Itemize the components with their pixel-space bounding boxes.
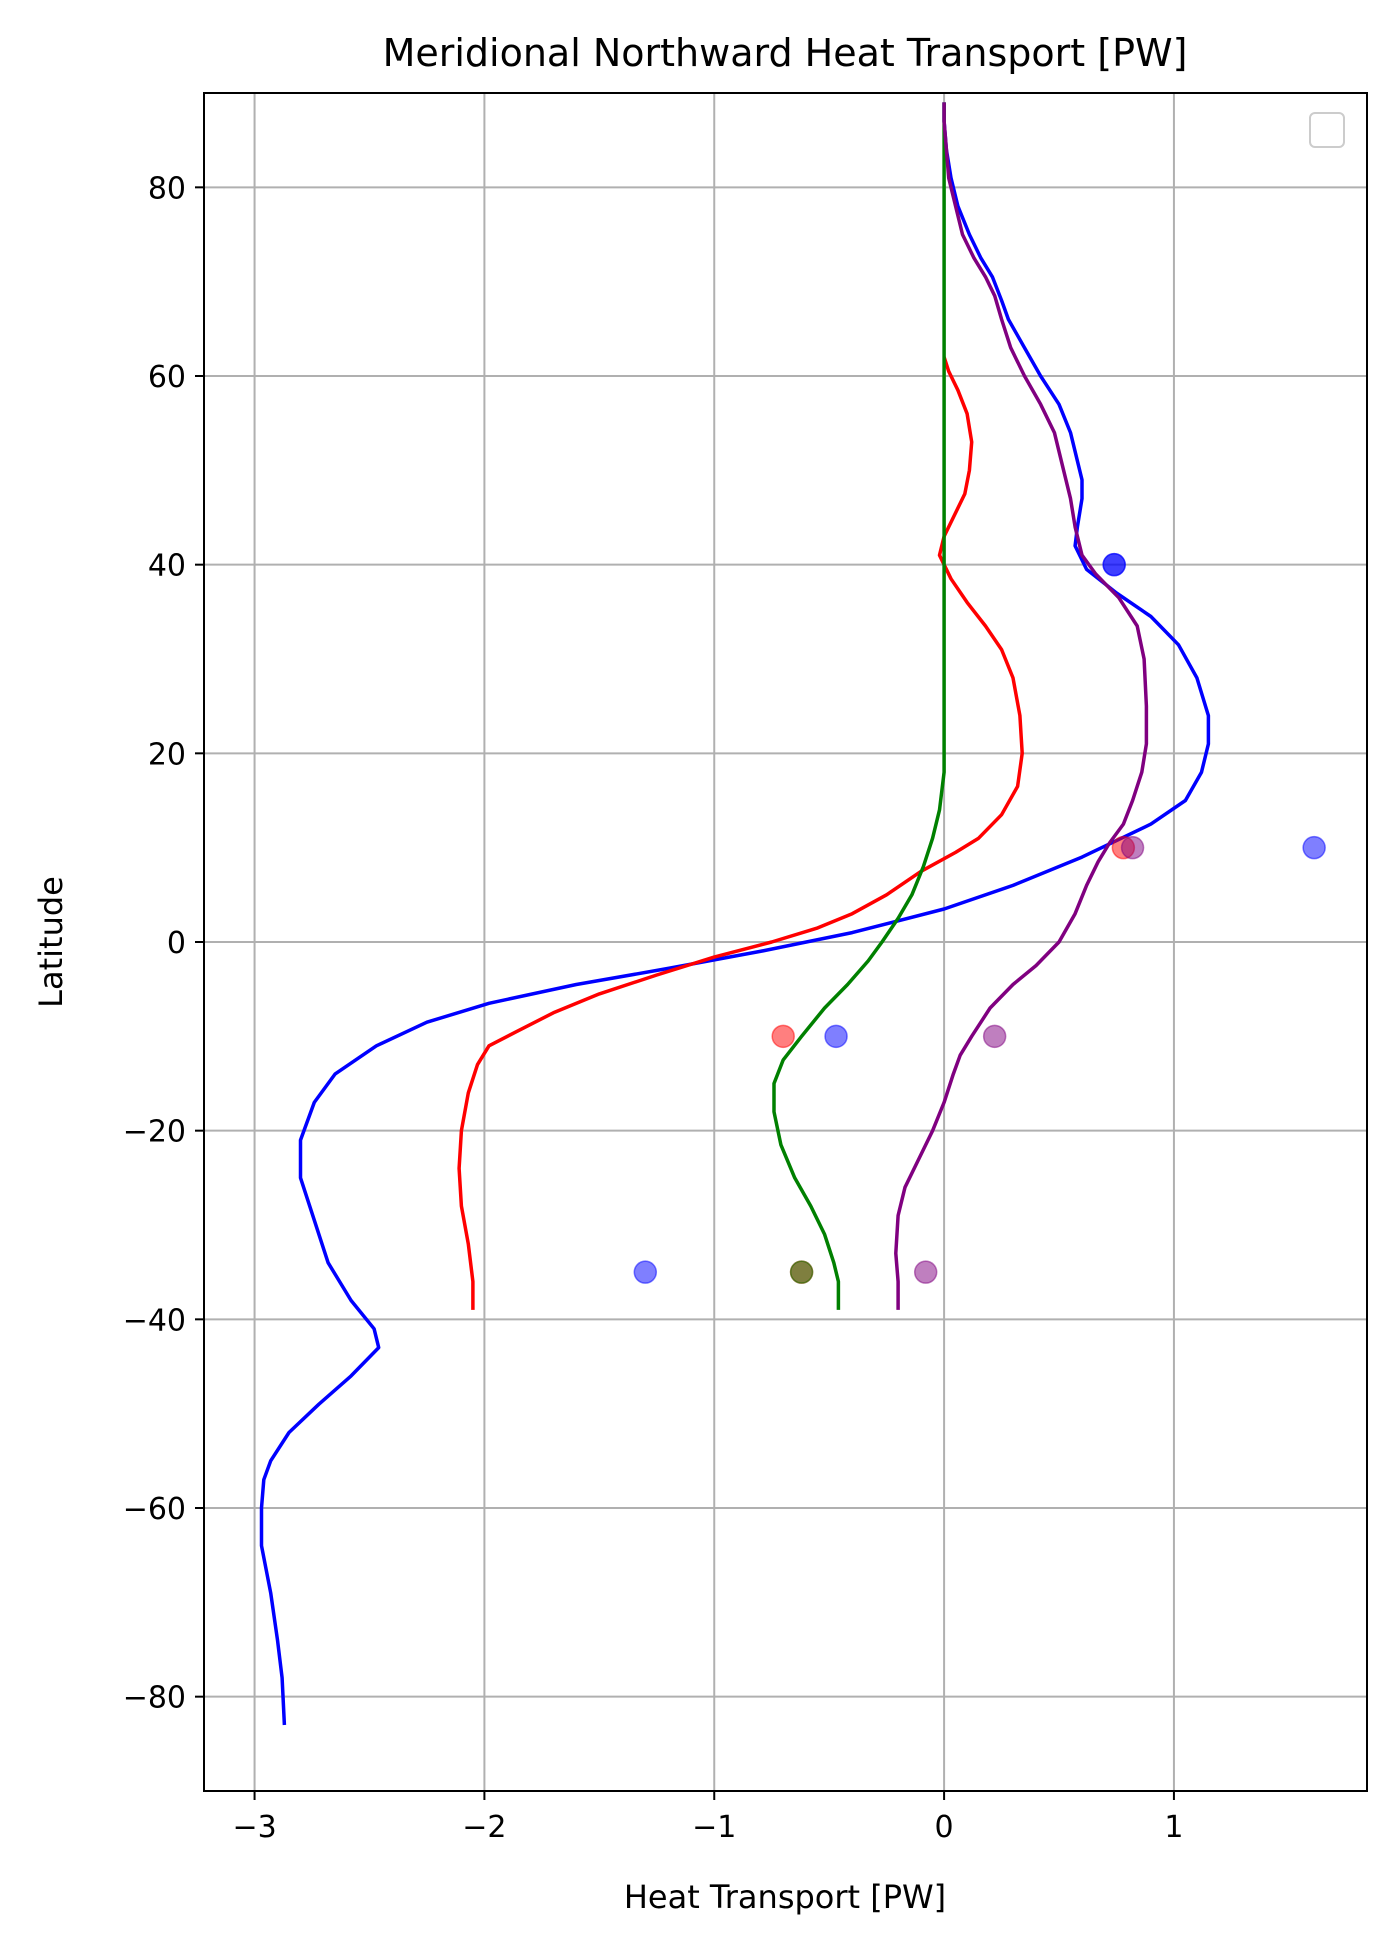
series-line — [259, 102, 1211, 1726]
x-axis-label: Heat Transport [PW] — [624, 1878, 946, 1916]
y-tick-label: −20 — [123, 1115, 186, 1150]
series-line — [772, 102, 946, 1310]
y-tick-label: −80 — [123, 1681, 186, 1716]
data-point — [824, 1024, 848, 1049]
grid-lines — [204, 93, 1367, 1791]
y-tick-label: 0 — [167, 926, 186, 961]
data-point — [1120, 835, 1145, 860]
y-tick-label: −60 — [123, 1492, 186, 1527]
x-tick-label: −1 — [692, 1810, 736, 1845]
y-tick-label: 20 — [148, 737, 186, 772]
data-markers — [633, 552, 1326, 1284]
data-point — [1302, 835, 1326, 860]
data-point — [1102, 552, 1126, 577]
series-lines — [259, 102, 1211, 1726]
data-point — [982, 1024, 1007, 1049]
x-tick-label: −3 — [232, 1810, 276, 1845]
legend-box — [1309, 112, 1345, 148]
y-tick-label: 40 — [148, 549, 186, 584]
data-point — [913, 1260, 938, 1284]
x-tick-label: 1 — [1164, 1810, 1183, 1845]
data-point — [771, 1024, 795, 1049]
x-tick-label: 0 — [935, 1810, 954, 1845]
y-tick-label: 60 — [148, 360, 186, 395]
x-tick-label: −2 — [462, 1810, 506, 1845]
axis-ticks: −3 −2 −1 0 1 −80 −60 −40 −20 0 20 40 60 80 — [123, 171, 1184, 1845]
y-tick-label: 80 — [148, 171, 186, 206]
series-line — [457, 356, 1024, 1310]
data-point — [633, 1260, 658, 1284]
y-tick-label: −40 — [123, 1303, 186, 1338]
chart-title: Meridional Northward Heat Transport [PW] — [383, 31, 1188, 75]
y-axis-label: Latitude — [32, 876, 70, 1008]
data-point — [789, 1260, 814, 1284]
series-line — [894, 102, 1149, 1310]
